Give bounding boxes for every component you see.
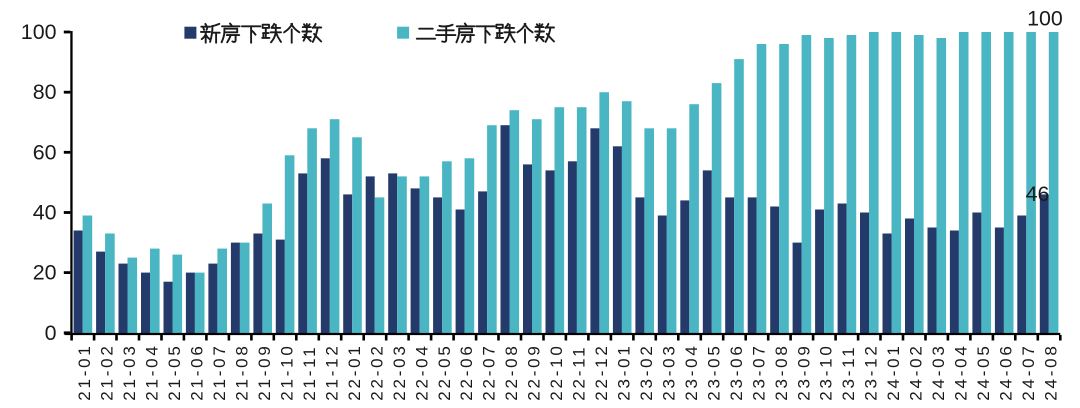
svg-text:46: 46 (1026, 182, 1050, 206)
svg-text:22-12: 22-12 (592, 343, 611, 400)
svg-text:24-01: 24-01 (884, 343, 903, 400)
svg-text:23-10: 23-10 (817, 343, 836, 400)
svg-text:22-03: 22-03 (390, 343, 409, 400)
svg-text:21-02: 21-02 (98, 343, 117, 400)
svg-text:23-04: 23-04 (682, 343, 701, 400)
svg-text:23-01: 23-01 (615, 343, 634, 400)
svg-text:23-06: 23-06 (727, 343, 746, 400)
svg-text:24-03: 24-03 (929, 343, 948, 400)
svg-text:21-07: 21-07 (210, 343, 229, 400)
svg-text:23-09: 23-09 (794, 343, 813, 400)
svg-text:22-01: 22-01 (345, 343, 364, 400)
svg-text:21-10: 21-10 (278, 343, 297, 400)
svg-text:60: 60 (33, 140, 57, 164)
svg-text:23-05: 23-05 (704, 343, 723, 400)
svg-text:21-06: 21-06 (188, 343, 207, 400)
svg-text:22-02: 22-02 (367, 343, 386, 400)
svg-text:80: 80 (33, 80, 57, 104)
svg-text:21-03: 21-03 (120, 343, 139, 400)
svg-text:0: 0 (45, 321, 57, 345)
svg-text:22-06: 22-06 (457, 343, 476, 400)
svg-text:24-02: 24-02 (907, 343, 926, 400)
svg-text:23-12: 23-12 (862, 343, 881, 400)
svg-text:24-06: 24-06 (997, 343, 1016, 400)
svg-text:23-08: 23-08 (772, 343, 791, 400)
svg-text:22-04: 22-04 (412, 343, 431, 400)
svg-text:21-05: 21-05 (165, 343, 184, 400)
svg-text:22-07: 22-07 (480, 343, 499, 400)
svg-text:21-04: 21-04 (143, 343, 162, 400)
svg-text:23-03: 23-03 (660, 343, 679, 400)
svg-text:23-07: 23-07 (749, 343, 768, 400)
svg-text:22-08: 22-08 (502, 343, 521, 400)
svg-text:21-01: 21-01 (75, 343, 94, 400)
svg-text:100: 100 (1027, 6, 1063, 30)
svg-text:22-10: 22-10 (547, 343, 566, 400)
svg-text:22-05: 22-05 (435, 343, 454, 400)
svg-text:24-07: 24-07 (1019, 343, 1038, 400)
svg-text:40: 40 (33, 201, 57, 225)
svg-text:23-02: 23-02 (637, 343, 656, 400)
svg-text:24-04: 24-04 (952, 343, 971, 400)
svg-text:21-09: 21-09 (255, 343, 274, 400)
svg-text:20: 20 (33, 261, 57, 285)
svg-text:21-11: 21-11 (300, 345, 319, 401)
svg-text:21-12: 21-12 (322, 343, 341, 400)
svg-text:24-08: 24-08 (1041, 343, 1060, 400)
svg-text:22-11: 22-11 (570, 345, 589, 401)
svg-text:23-11: 23-11 (839, 345, 858, 401)
svg-text:21-08: 21-08 (233, 343, 252, 400)
svg-text:24-05: 24-05 (974, 343, 993, 400)
svg-text:22-09: 22-09 (525, 343, 544, 400)
svg-text:100: 100 (21, 20, 57, 44)
